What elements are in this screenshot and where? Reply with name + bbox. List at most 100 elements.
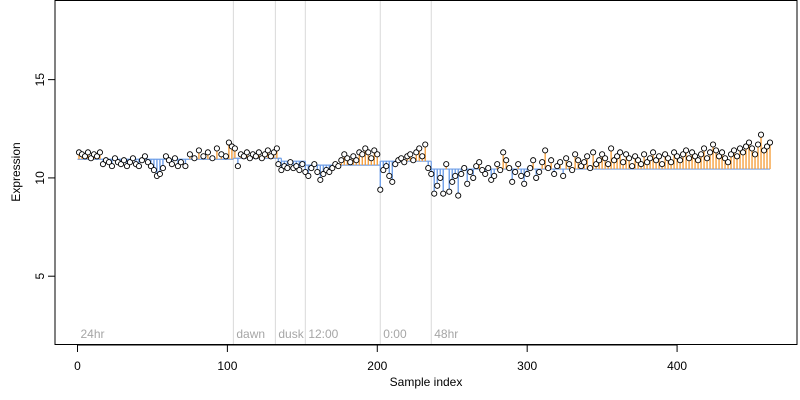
point-192 (665, 155, 672, 162)
point-47 (231, 145, 238, 152)
point-146 (527, 165, 534, 172)
point-31 (168, 161, 175, 168)
point-219 (745, 139, 753, 146)
point-187 (650, 149, 657, 156)
point-44 (222, 153, 229, 160)
point-104 (401, 159, 408, 166)
point-130 (479, 167, 486, 174)
point-62 (275, 161, 282, 168)
point-100 (389, 178, 396, 185)
point-160 (569, 167, 576, 174)
point-121 (452, 172, 459, 179)
point-134 (491, 172, 498, 179)
point-65 (284, 165, 291, 172)
point-14 (117, 161, 125, 168)
point-191 (662, 151, 669, 158)
point-7 (96, 149, 104, 156)
point-153 (548, 157, 555, 164)
point-161 (572, 151, 579, 158)
point-217 (739, 149, 747, 156)
x-tick-label-0: 0 (74, 359, 81, 373)
point-198 (683, 147, 690, 154)
point-157 (560, 172, 567, 179)
point-32 (171, 155, 178, 162)
point-135 (494, 161, 501, 168)
point-91 (362, 145, 369, 152)
point-216 (736, 145, 744, 152)
point-147 (530, 157, 537, 164)
point-220 (748, 145, 756, 152)
vertical-line-label-2: 12:00 (308, 327, 338, 341)
point-11 (108, 163, 116, 170)
point-84 (341, 151, 348, 158)
point-214 (730, 147, 738, 154)
x-axis: 0 100 200 300 400 (74, 344, 687, 373)
point-225 (763, 143, 771, 150)
plot-frame (54, 0, 798, 345)
point-139 (506, 165, 513, 172)
point-188 (653, 157, 660, 164)
point-163 (578, 163, 585, 170)
point-88 (353, 157, 360, 164)
point-149 (536, 168, 543, 176)
point-212 (724, 159, 732, 166)
point-133 (488, 176, 495, 183)
point-204 (701, 145, 708, 152)
y-tick-label-2: 15 (33, 73, 47, 87)
x-tick-label-1: 100 (217, 359, 237, 373)
point-120 (449, 178, 456, 185)
point-178 (623, 151, 630, 158)
point-141 (512, 168, 519, 176)
point-58 (264, 147, 271, 154)
point-144 (521, 180, 528, 187)
point-132 (485, 165, 492, 172)
point-77 (320, 170, 327, 178)
point-59 (267, 153, 274, 160)
point-172 (605, 161, 612, 168)
point-199 (686, 155, 693, 162)
x-tick-label-4: 400 (667, 359, 687, 373)
point-74 (311, 161, 318, 168)
point-131 (482, 170, 489, 178)
point-140 (509, 178, 516, 185)
data-points (75, 131, 774, 199)
point-3 (84, 149, 92, 156)
y-tick-label-1: 10 (33, 171, 47, 185)
point-24 (147, 163, 154, 170)
point-34 (177, 159, 184, 166)
point-69 (296, 167, 303, 174)
point-138 (503, 157, 510, 164)
point-181 (632, 153, 639, 160)
point-17 (126, 159, 133, 166)
point-106 (407, 151, 414, 158)
point-179 (626, 155, 633, 162)
point-207 (710, 141, 717, 148)
point-15 (120, 157, 128, 164)
y-axis: 5 10 15 (33, 73, 56, 280)
point-23 (144, 159, 151, 166)
annotations: 24hr (80, 327, 104, 341)
point-98 (383, 163, 390, 170)
point-208 (713, 147, 720, 154)
point-123 (458, 170, 465, 178)
point-151 (542, 147, 549, 154)
point-18 (129, 155, 136, 162)
point-110 (419, 153, 426, 160)
point-115 (434, 182, 441, 189)
point-95 (374, 151, 381, 158)
point-80 (329, 165, 336, 172)
point-221 (751, 151, 759, 158)
point-226 (766, 139, 774, 146)
point-40 (204, 149, 211, 156)
x-tick-label-3: 300 (517, 359, 537, 373)
point-21 (138, 157, 145, 164)
point-20 (135, 163, 142, 170)
point-209 (716, 153, 723, 160)
point-107 (410, 157, 417, 164)
point-184 (641, 151, 648, 158)
point-79 (326, 168, 333, 176)
point-42 (213, 145, 220, 152)
point-158 (563, 155, 570, 162)
point-12 (111, 155, 119, 162)
point-60 (270, 149, 277, 156)
